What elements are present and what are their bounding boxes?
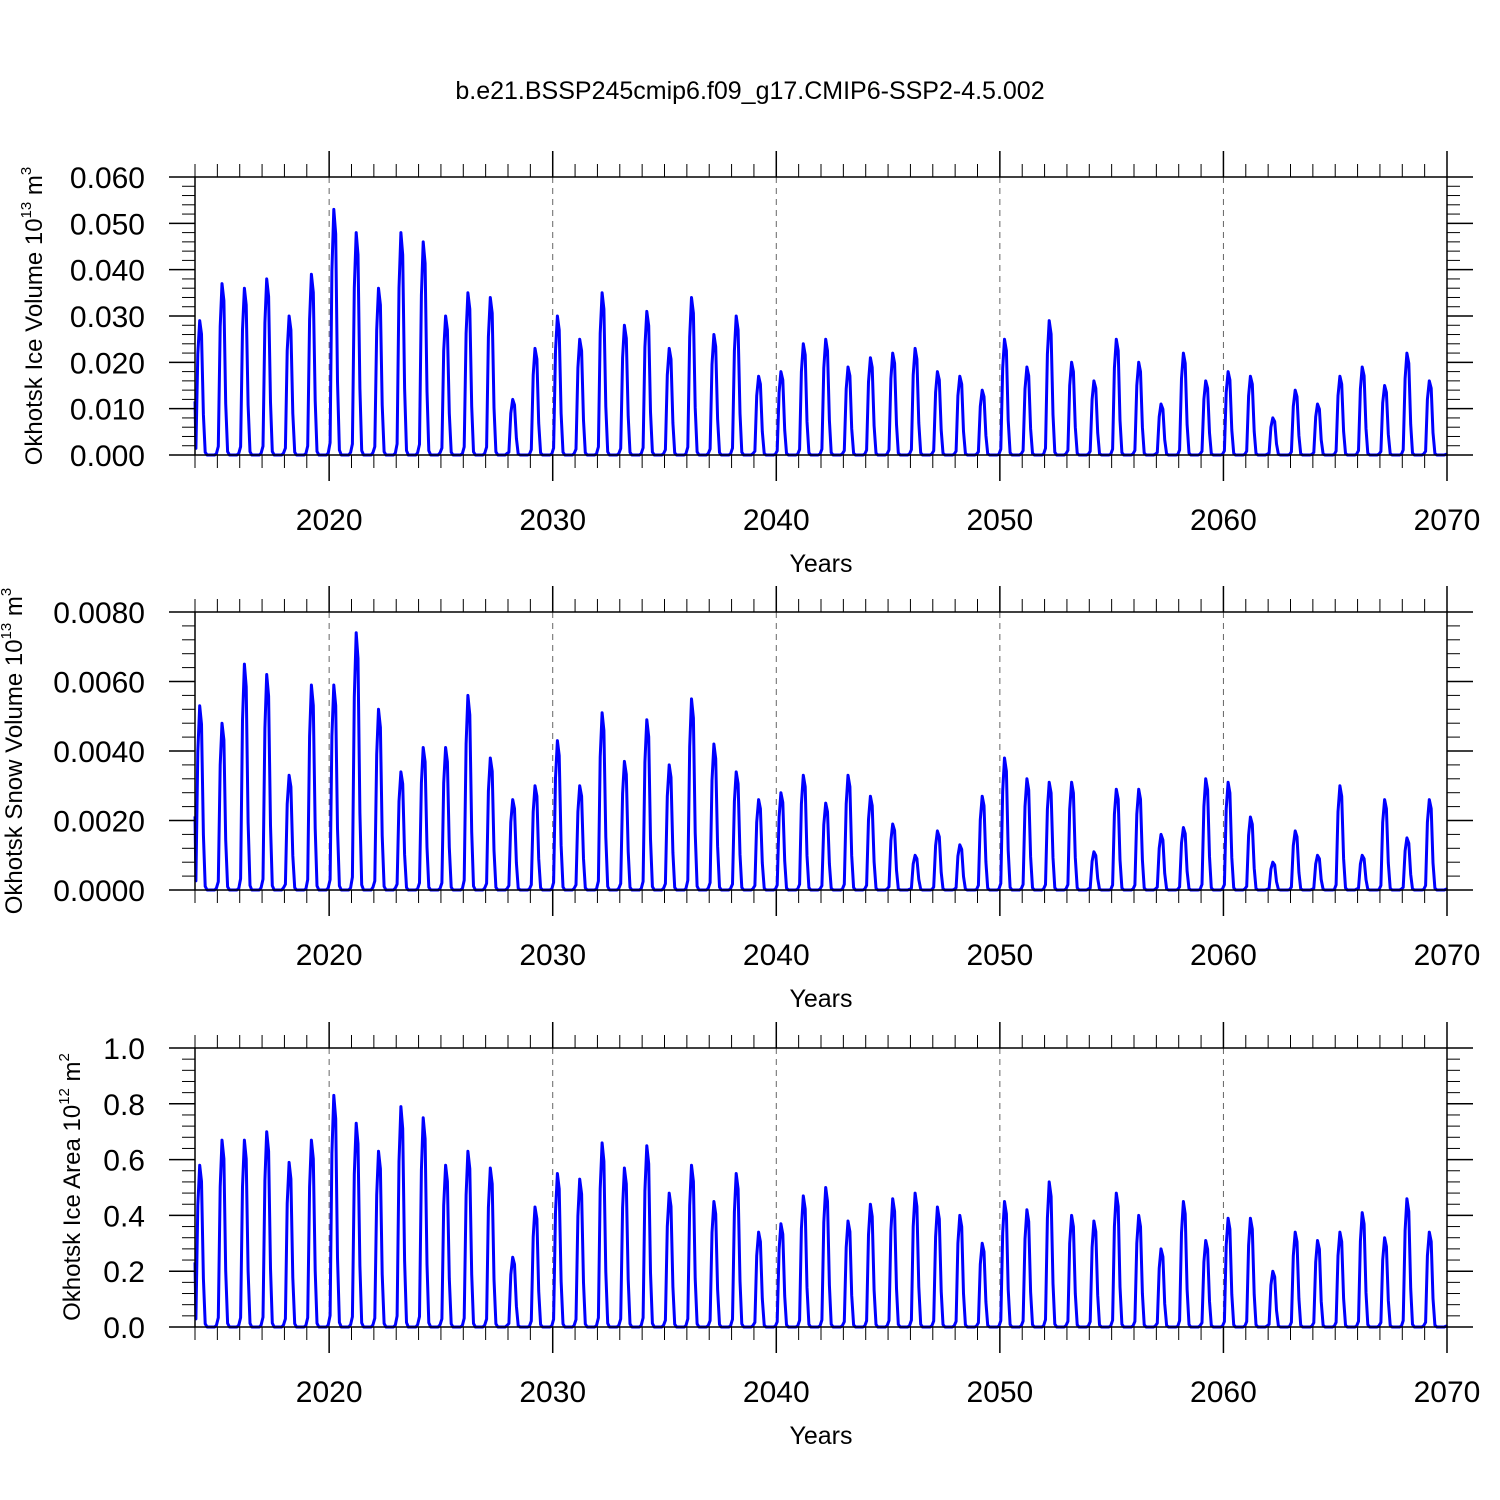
x-tick-label: 2030 <box>519 504 586 537</box>
series-line <box>193 1093 1449 1329</box>
y-axis-label: Okhotsk Ice Volume 1013 m3 <box>18 167 48 466</box>
x-tick-label: 2050 <box>966 504 1033 537</box>
x-tick-label: 2070 <box>1414 1376 1481 1409</box>
x-tick-label: 2020 <box>296 504 363 537</box>
x-tick-label: 2040 <box>743 504 810 537</box>
chart-title: b.e21.BSSP245cmip6.f09_g17.CMIP6-SSP2-4.… <box>455 77 1044 105</box>
x-tick-label: 2060 <box>1190 939 1257 972</box>
y-label-main: Okhotsk Ice Area 10 <box>59 1105 86 1321</box>
y-tick-label: 0.0080 <box>53 597 145 630</box>
series-line <box>193 207 1448 457</box>
x-axis-label: Years <box>789 550 852 578</box>
y-tick-label: 0.0 <box>103 1312 145 1345</box>
y-label-unit: m <box>59 1061 86 1088</box>
y-label-main: Okhotsk Ice Volume 10 <box>21 218 48 465</box>
y-label-unit-exponent: 3 <box>18 167 35 175</box>
x-tick-label: 2030 <box>519 1376 586 1409</box>
x-tick-label: 2020 <box>296 939 363 972</box>
y-label-exponent: 13 <box>18 202 35 219</box>
y-tick-label: 0.2 <box>103 1256 145 1289</box>
y-tick-label: 0.8 <box>103 1089 145 1122</box>
y-tick-label: 0.010 <box>70 394 145 427</box>
y-label-main: Okhotsk Snow Volume 10 <box>1 639 28 914</box>
x-tick-label: 2070 <box>1414 939 1481 972</box>
x-tick-label: 2050 <box>966 939 1033 972</box>
x-tick-label: 2060 <box>1190 1376 1257 1409</box>
y-label-unit: m <box>1 596 28 623</box>
x-tick-label: 2070 <box>1414 504 1481 537</box>
y-axis-label: Okhotsk Snow Volume 1013 m3 <box>0 588 28 915</box>
y-tick-label: 0.000 <box>70 440 145 473</box>
x-tick-label: 2040 <box>743 1376 810 1409</box>
y-tick-label: 0.0040 <box>53 736 145 769</box>
y-axis-label: Okhotsk Ice Area 1012 m2 <box>56 1053 86 1321</box>
y-tick-label: 0.0000 <box>53 875 145 908</box>
y-label-unit-exponent: 2 <box>56 1053 73 1061</box>
y-tick-label: 1.0 <box>103 1033 145 1066</box>
y-tick-label: 0.0020 <box>53 806 145 839</box>
x-tick-label: 2060 <box>1190 504 1257 537</box>
x-tick-label: 2020 <box>296 1376 363 1409</box>
y-label-exponent: 13 <box>0 623 15 640</box>
y-tick-label: 0.050 <box>70 208 145 241</box>
y-tick-label: 0.020 <box>70 347 145 380</box>
x-tick-label: 2040 <box>743 939 810 972</box>
x-axis-label: Years <box>789 985 852 1013</box>
series-line <box>193 631 1449 892</box>
y-label-exponent: 12 <box>56 1088 73 1105</box>
y-tick-label: 0.060 <box>70 162 145 195</box>
y-tick-label: 0.040 <box>70 255 145 288</box>
y-tick-label: 0.4 <box>103 1200 145 1233</box>
y-label-unit: m <box>21 175 48 202</box>
y-label-unit-exponent: 3 <box>0 588 15 596</box>
y-tick-label: 0.0060 <box>53 667 145 700</box>
y-tick-label: 0.6 <box>103 1145 145 1178</box>
x-tick-label: 2050 <box>966 1376 1033 1409</box>
y-tick-label: 0.030 <box>70 301 145 334</box>
panel-2: 0.0000 0.0020 0.0040 0.0060 0.0080 2020 2030 20… <box>0 586 1480 1013</box>
panel-3: 0.0 0.2 0.4 0.6 0.8 1.0 2020 2030 2040 2050 2060 20… <box>56 1022 1480 1450</box>
panel-1: 0.000 0.010 0.020 0.030 0.040 0.050 0.060 2020 2… <box>18 151 1480 578</box>
x-axis-label: Years <box>789 1422 852 1450</box>
x-tick-label: 2030 <box>519 939 586 972</box>
